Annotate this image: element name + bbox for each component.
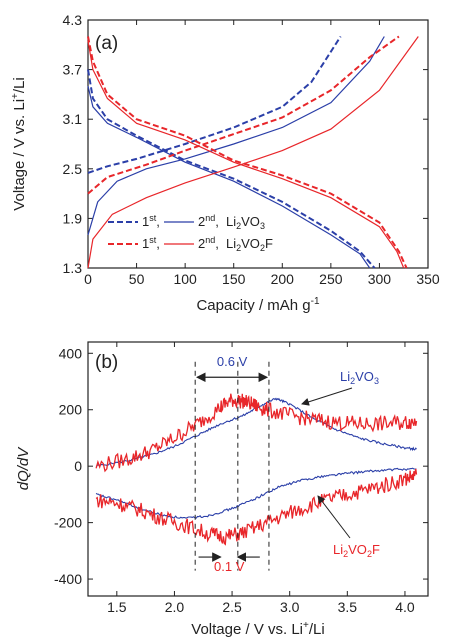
legend-li2vo3-material: Li2VO3 <box>226 214 265 231</box>
series-dqdv-li2vo3-charge <box>95 397 417 467</box>
chart-a-ytick-label: 4.3 <box>63 12 83 28</box>
chart-b-xtick-label: 2.5 <box>222 599 242 615</box>
chart-a-ytick-label: 1.9 <box>63 210 83 226</box>
series-li2vo2f-cycle2-discharge <box>87 40 405 269</box>
series-li2vo3-cycle2-discharge <box>87 85 371 269</box>
series-li2vo2f-cycle2-charge <box>87 36 419 269</box>
chart-b-ytick-label: -400 <box>54 571 82 587</box>
chart-b-ytick-label: 400 <box>59 345 83 361</box>
label-li2vo2f: Li2VO2F <box>333 542 380 559</box>
arrow-li2vo3 <box>301 387 353 406</box>
series-dqdv-li2vo2f-discharge <box>95 468 418 546</box>
chart-b-xlabel: Voltage / V vs. Li+/Li <box>191 620 324 638</box>
chart-a-frame <box>87 19 429 269</box>
chart-b-frame <box>87 341 429 597</box>
legend-li2vo2f-material: Li2VO2F <box>226 236 273 253</box>
series-li2vo3-cycle1-charge <box>87 35 342 174</box>
chart-b-panel-label: (b) <box>95 352 118 373</box>
label-li2vo3: Li2VO3 <box>340 369 379 386</box>
series-li2vo2f-cycle1-charge <box>87 35 400 195</box>
label-li2vo2f-callout: Li2VO2F <box>317 495 380 559</box>
chart-b-xtick-label: 3.0 <box>280 599 300 615</box>
chart-b-ytick-label: -200 <box>54 515 82 531</box>
chart-b-annotations <box>194 361 270 571</box>
chart-a-legend: 1st, 2nd, Li2VO3 1st, 2nd, Li2VO2F <box>108 213 273 253</box>
chart-b-series-group <box>95 393 418 546</box>
chart-b-xtick-label: 2.0 <box>165 599 185 615</box>
chart-a-xtick-label: 250 <box>319 271 343 287</box>
chart-a-xlabel: Capacity / mAh g-1 <box>196 296 320 314</box>
legend-li2vo3-cycle1-label: 1st, <box>142 213 160 229</box>
chart-b: 1.5 2.0 2.5 3.0 3.5 4.0 -400 -200 0 200 400 (b) Vo… <box>15 341 429 638</box>
chart-b-xtick-label: 3.5 <box>338 599 358 615</box>
chart-b-ytick-label: 0 <box>74 458 82 474</box>
peak-shift-label: 0.6 V <box>217 354 248 369</box>
chart-a-xtick-label: 350 <box>416 271 440 287</box>
chart-a-ytick-label: 3.1 <box>63 111 83 127</box>
label-li2vo3-callout: Li2VO3 <box>301 369 379 406</box>
chart-b-xtick-label: 1.5 <box>107 599 127 615</box>
chart-a-xtick-label: 50 <box>129 271 145 287</box>
chart-a-ticks: 0 50 100 150 200 250 300 350 1.3 1.9 2.5 3.1 3.7 4.3 <box>63 12 440 287</box>
legend-li2vo2f-cycle2-label: 2nd, <box>198 235 219 251</box>
series-li2vo2f-cycle1-discharge <box>87 36 408 269</box>
chart-a-ytick-label: 2.5 <box>63 161 83 177</box>
chart-a-xtick-label: 0 <box>84 271 92 287</box>
chart-a-xtick-label: 150 <box>222 271 246 287</box>
legend-li2vo2f-cycle1-label: 1st, <box>142 235 160 251</box>
chart-a-xtick-label: 100 <box>173 271 197 287</box>
valley-shift-label: 0.1 V <box>214 559 245 574</box>
chart-a-panel-label: (a) <box>95 33 118 54</box>
chart-a-series-group <box>87 35 419 269</box>
chart-b-ticks: 1.5 2.0 2.5 3.0 3.5 4.0 -400 -200 0 200 400 <box>54 342 428 615</box>
chart-a-ylabel: Voltage / V vs. Li+/Li <box>10 77 28 210</box>
series-dqdv-li2vo2f-charge <box>95 393 418 473</box>
legend-li2vo3-cycle2-label: 2nd, <box>198 213 219 229</box>
legend-row-li2vo3: 1st, 2nd, Li2VO3 <box>108 213 265 231</box>
chart-b-ytick-label: 200 <box>59 402 83 418</box>
arrow-li2vo2f <box>317 495 351 539</box>
chart-a-ytick-label: 1.3 <box>63 260 83 276</box>
chart-a-ytick-label: 3.7 <box>63 62 83 78</box>
series-li2vo3-cycle1-discharge <box>87 69 376 269</box>
chart-a: 0 50 100 150 200 250 300 3501.31.92.53.13.74.3 … <box>10 12 440 314</box>
chart-a-xtick-label: 200 <box>271 271 295 287</box>
chart-b-ylabel: dQ/dV <box>15 446 32 491</box>
legend-row-li2vo2f: 1st, 2nd, Li2VO2F <box>108 235 273 253</box>
chart-b-xtick-label: 4.0 <box>395 599 415 615</box>
chart-a-xtick-label: 300 <box>368 271 392 287</box>
